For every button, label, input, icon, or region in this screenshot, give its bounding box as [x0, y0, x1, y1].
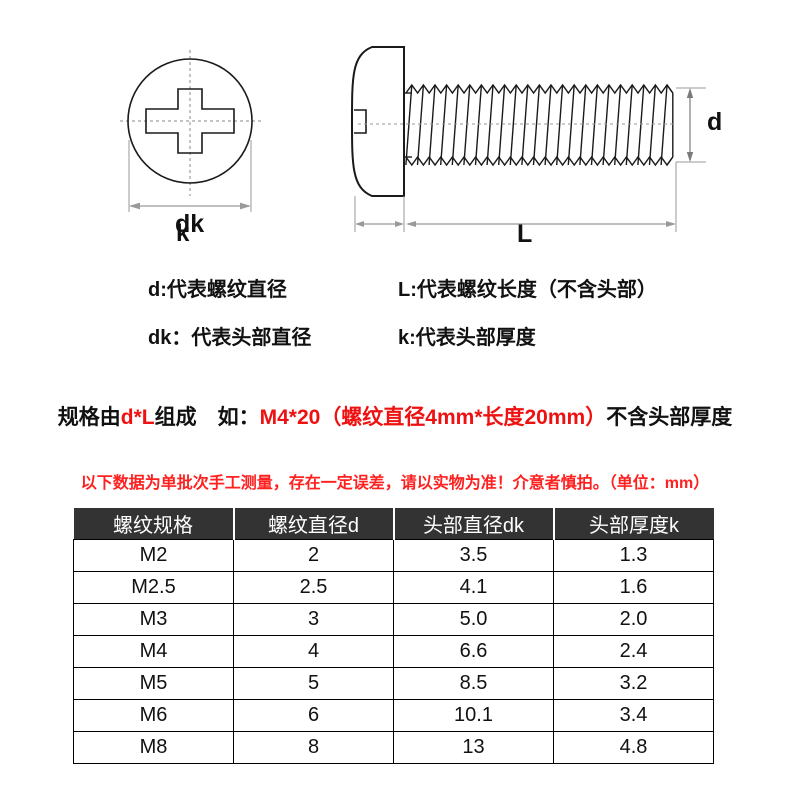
table-row: M2.5 2.5 4.1 1.6: [73, 571, 714, 604]
cell-head-diameter: 13: [393, 731, 554, 764]
column-header-head-diameter: 头部直径dk: [393, 508, 555, 540]
cell-thread-spec: M4: [73, 635, 234, 668]
cell-head-thickness: 1.3: [553, 539, 714, 572]
table-row: M2 2 3.5 1.3: [73, 539, 714, 572]
table-row: M8 8 13 4.8: [73, 731, 714, 764]
cell-head-diameter: 4.1: [393, 571, 554, 604]
cell-head-thickness: 2.4: [553, 635, 714, 668]
spec-part-dL: d*L: [120, 406, 155, 429]
dimension-label-dk: dk: [175, 210, 205, 238]
k-dimension-arrow: [355, 221, 404, 227]
dimension-label-k: k: [176, 220, 190, 247]
column-header-thread-diameter: 螺纹直径d: [233, 508, 395, 540]
column-header-thread-spec: 螺纹规格: [73, 508, 235, 540]
table-row: M6 6 10.1 3.4: [73, 699, 714, 732]
drawing-svg: [120, 46, 706, 232]
specification-table: 螺纹规格 螺纹直径d 头部直径dk 头部厚度k M2 2 3.5 1.3 M2.…: [73, 508, 714, 764]
cell-thread-spec: M8: [73, 731, 234, 764]
cell-thread-diameter: 2.5: [233, 571, 394, 604]
cell-thread-diameter: 3: [233, 603, 394, 636]
table-row: M5 5 8.5 3.2: [73, 667, 714, 700]
cell-head-thickness: 1.6: [553, 571, 714, 604]
head-circle: [127, 58, 253, 184]
cell-thread-diameter: 8: [233, 731, 394, 764]
legend-k-description: k:代表头部厚度: [398, 327, 536, 349]
cell-thread-spec: M3: [73, 603, 234, 636]
legend-L-description: L:代表螺纹长度（不含头部）: [398, 279, 657, 301]
screw-thread: [405, 83, 674, 167]
cell-head-diameter: 3.5: [393, 539, 554, 572]
legend-dk-description: dk：代表头部直径: [148, 327, 312, 349]
spec-part-example: M4*20（螺纹直径4mm*长度20mm）: [259, 406, 607, 429]
legend-block: d:代表螺纹直径 L:代表螺纹长度（不含头部） dk：代表头部直径 k:代表头部…: [0, 280, 790, 370]
screw-head-profile: [351, 46, 405, 197]
legend-row: dk：代表头部直径 k:代表头部厚度: [0, 328, 790, 368]
cell-thread-diameter: 4: [233, 635, 394, 668]
legend-row: d:代表螺纹直径 L:代表螺纹长度（不含头部）: [0, 280, 790, 320]
spec-format-line: 规格由d*L组成 如：M4*20（螺纹直径4mm*长度20mm）不含头部厚度: [0, 405, 790, 430]
table-row: M4 4 6.6 2.4: [73, 635, 714, 668]
measurement-warning: 以下数据为单批次手工测量，存在一定误差，请以实物为准！介意者慎拍。（单位：mm）: [80, 475, 710, 492]
spec-part-1: 规格由: [57, 406, 121, 429]
head-recess-notch: [354, 109, 367, 134]
screw-side-view: [351, 46, 706, 232]
cell-head-thickness: 4.8: [553, 731, 714, 764]
cell-head-diameter: 5.0: [393, 603, 554, 636]
table-row: M3 3 5.0 2.0: [73, 603, 714, 636]
technical-drawing: dk k L d: [0, 0, 790, 272]
cell-head-diameter: 8.5: [393, 667, 554, 700]
cell-head-diameter: 6.6: [393, 635, 554, 668]
screw-head-top-view: [120, 50, 262, 212]
cell-thread-diameter: 5: [233, 667, 394, 700]
table-header-row: 螺纹规格 螺纹直径d 头部直径dk 头部厚度k: [73, 508, 714, 540]
cell-thread-diameter: 6: [233, 699, 394, 732]
cell-head-thickness: 3.4: [553, 699, 714, 732]
cell-thread-spec: M2: [73, 539, 234, 572]
spec-part-3: 组成 如：: [154, 406, 260, 429]
legend-d-description: d:代表螺纹直径: [148, 279, 287, 301]
column-header-head-thickness: 头部厚度k: [553, 508, 714, 540]
cell-thread-diameter: 2: [233, 539, 394, 572]
dimension-label-L: L: [517, 220, 533, 248]
cell-thread-spec: M2.5: [73, 571, 234, 604]
d-dimension-arrow: [686, 88, 694, 162]
dimension-label-d: d: [707, 108, 723, 136]
spec-part-5: 不含头部厚度: [606, 406, 733, 429]
dk-dimension-arrow: [129, 202, 251, 210]
cell-head-thickness: 3.2: [553, 667, 714, 700]
phillips-cross-recess: [145, 88, 235, 154]
cell-thread-spec: M6: [73, 699, 234, 732]
cell-head-thickness: 2.0: [553, 603, 714, 636]
cell-thread-spec: M5: [73, 667, 234, 700]
cell-head-diameter: 10.1: [393, 699, 554, 732]
L-dimension-arrow: [406, 221, 676, 227]
